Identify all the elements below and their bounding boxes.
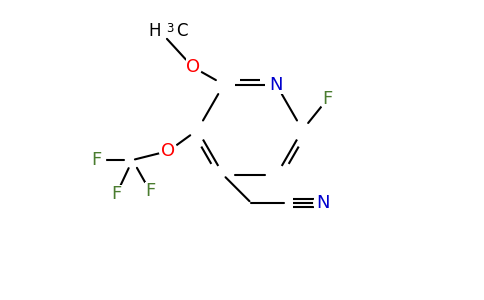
Text: F: F: [91, 151, 102, 169]
Circle shape: [141, 182, 159, 200]
Text: O: O: [162, 142, 176, 160]
Text: N: N: [316, 194, 330, 212]
Circle shape: [314, 194, 332, 212]
Text: C: C: [176, 22, 188, 40]
Text: H: H: [149, 22, 161, 40]
Circle shape: [184, 58, 202, 76]
Text: N: N: [270, 76, 283, 94]
Circle shape: [160, 142, 178, 160]
Circle shape: [88, 151, 106, 169]
Text: F: F: [111, 185, 121, 203]
Text: 3: 3: [166, 22, 174, 35]
Text: F: F: [322, 90, 333, 108]
Text: O: O: [186, 58, 200, 76]
Circle shape: [318, 90, 336, 108]
Circle shape: [266, 74, 286, 94]
Text: F: F: [145, 182, 155, 200]
Circle shape: [107, 185, 125, 203]
